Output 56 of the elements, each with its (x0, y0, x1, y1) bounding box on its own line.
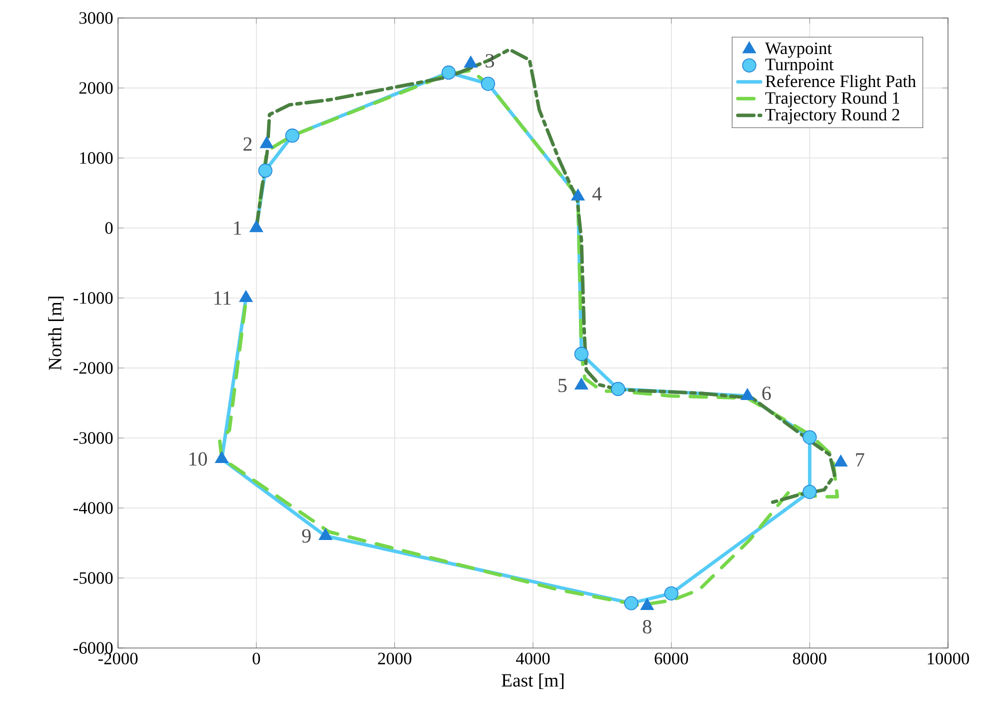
point (611, 382, 626, 396)
point (442, 66, 456, 80)
point (285, 128, 300, 143)
annotation: 8 (642, 620, 652, 634)
point (740, 388, 754, 400)
point (802, 484, 817, 499)
y-tick-label: -5000 (74, 572, 113, 584)
y-tick-label: -2000 (74, 362, 113, 374)
point (574, 378, 588, 390)
x-axis-title: East [m] (502, 674, 564, 689)
point (480, 76, 496, 91)
x-tick-label: -2000 (98, 652, 138, 664)
annotation: 1 (234, 221, 242, 235)
point (318, 528, 332, 540)
point (640, 598, 654, 610)
y-tick-label: 1000 (80, 152, 113, 164)
x-tick-label: 8000 (793, 652, 826, 664)
y-tick-label: 0 (105, 222, 113, 234)
point (574, 346, 588, 362)
annotation: 2 (244, 137, 252, 151)
x-tick-label: 2000 (378, 652, 412, 664)
y-tick-label: -1000 (74, 292, 113, 304)
y-axis-title: North [m] (48, 296, 64, 370)
x-tick-label: 10000 (928, 652, 970, 664)
point (571, 188, 585, 201)
x-tick-label: 0 (252, 652, 260, 664)
y-tick-label: -4000 (74, 502, 113, 514)
annotation: 3 (486, 54, 494, 68)
point (250, 220, 264, 232)
annotation: 6 (762, 386, 771, 400)
point (215, 451, 229, 464)
annotation: 10 (189, 452, 207, 466)
point (239, 290, 253, 302)
y-tick-label: 2000 (79, 82, 113, 94)
point (624, 596, 638, 610)
annotation: 11 (214, 291, 231, 305)
point (258, 164, 272, 178)
x-tick-label: 4000 (516, 652, 550, 664)
annotation: 5 (558, 378, 567, 392)
legend-label: Trajectory Round 2 (765, 108, 900, 124)
legend-label: Reference Flight Path (766, 74, 916, 91)
legend-label: Trajectory Round 1 (765, 92, 900, 108)
point (464, 56, 478, 68)
annotation: 9 (302, 529, 311, 543)
x-tick-label: 6000 (654, 652, 688, 664)
annotation: 7 (856, 453, 864, 466)
point (260, 136, 274, 148)
annotation: 4 (592, 187, 602, 200)
point (664, 586, 678, 600)
point (834, 454, 848, 467)
y-tick-label: -3000 (74, 432, 113, 444)
y-tick-label: 3000 (79, 12, 113, 24)
legend-label: Turnpoint (765, 58, 834, 74)
legend-label: Waypoint (765, 42, 832, 58)
y-tick-label: -6000 (74, 642, 113, 654)
point (802, 430, 817, 444)
